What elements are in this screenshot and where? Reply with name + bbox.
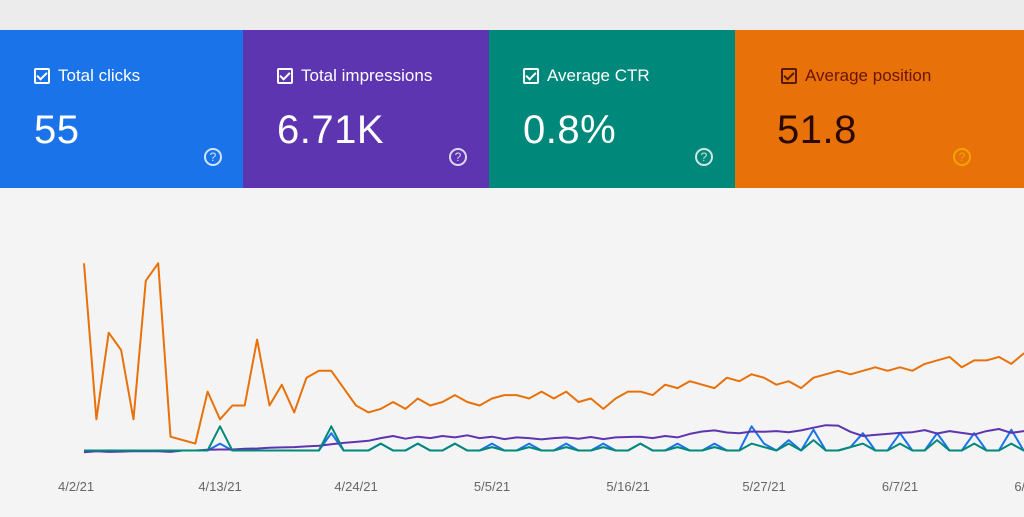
help-icon[interactable]: ? bbox=[449, 148, 467, 166]
performance-chart: 4/2/21 4/13/21 4/24/21 5/5/21 5/16/21 5/27/21… bbox=[0, 188, 1024, 517]
x-tick-label: 4/2/21 bbox=[58, 479, 94, 494]
help-icon[interactable]: ? bbox=[695, 148, 713, 166]
card-header: Total clicks bbox=[34, 66, 140, 86]
checkbox-icon[interactable] bbox=[781, 68, 797, 84]
x-tick-label: 5/5/21 bbox=[474, 479, 510, 494]
series-line-2 bbox=[84, 425, 1024, 452]
checkbox-icon[interactable] bbox=[277, 68, 293, 84]
x-tick-label: 6/7/21 bbox=[882, 479, 918, 494]
help-icon[interactable]: ? bbox=[204, 148, 222, 166]
card-header: Total impressions bbox=[277, 66, 432, 86]
checkbox-icon[interactable] bbox=[523, 68, 539, 84]
x-tick-label: 5/16/21 bbox=[606, 479, 649, 494]
card-total-impressions[interactable]: Total impressions 6.71K ? bbox=[243, 30, 489, 188]
x-tick-label: 5/27/21 bbox=[742, 479, 785, 494]
card-label: Average position bbox=[805, 66, 932, 85]
card-total-clicks[interactable]: Total clicks 55 ? bbox=[0, 30, 243, 188]
metric-cards: Total clicks 55 ? Total impressions 6.71… bbox=[0, 30, 1024, 188]
card-average-ctr[interactable]: Average CTR 0.8% ? bbox=[489, 30, 735, 188]
checkbox-icon[interactable] bbox=[34, 68, 50, 84]
card-value: 51.8 bbox=[777, 108, 857, 152]
series-line-3 bbox=[83, 262, 1024, 445]
help-icon[interactable]: ? bbox=[953, 148, 971, 166]
chart-svg: 4/2/21 4/13/21 4/24/21 5/5/21 5/16/21 5/27/21… bbox=[58, 262, 1024, 494]
card-value: 6.71K bbox=[277, 108, 385, 152]
card-header: Average position bbox=[781, 66, 931, 86]
card-label: Total clicks bbox=[58, 66, 141, 85]
card-value: 55 bbox=[34, 108, 80, 152]
card-value: 0.8% bbox=[523, 108, 617, 152]
top-strip bbox=[0, 0, 1024, 32]
card-header: Average CTR bbox=[523, 66, 650, 86]
series-line-1 bbox=[83, 424, 1024, 454]
card-label: Average CTR bbox=[547, 66, 650, 85]
x-tick-label: 6/18/21 bbox=[1014, 479, 1024, 494]
x-tick-label: 4/24/21 bbox=[334, 479, 377, 494]
card-average-position[interactable]: Average position 51.8 ? bbox=[735, 30, 1024, 188]
card-label: Total impressions bbox=[301, 66, 433, 85]
x-tick-label: 4/13/21 bbox=[198, 479, 241, 494]
